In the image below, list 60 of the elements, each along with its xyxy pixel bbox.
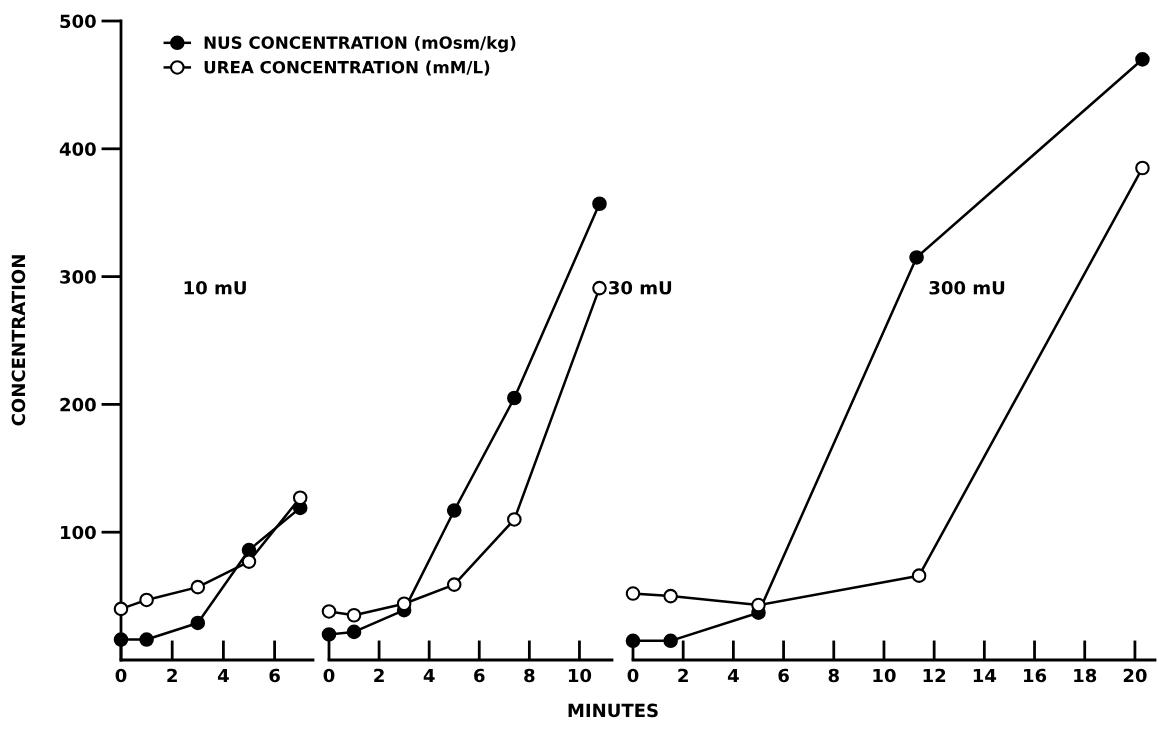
x-tick-label: 6 — [778, 668, 789, 683]
x-tick-label: 8 — [828, 668, 839, 683]
point — [1135, 52, 1150, 67]
x-tick-label: 0 — [115, 668, 127, 683]
point — [346, 607, 362, 623]
x-tick-label: 12 — [923, 668, 946, 683]
x-tick-label: 4 — [217, 668, 229, 683]
annotation: 300 mU — [929, 280, 1005, 295]
point — [113, 632, 129, 647]
legend-label: UREA CONCENTRATION (mM/L) — [204, 60, 490, 76]
point — [446, 577, 462, 592]
annotation: 30 mU — [609, 280, 672, 295]
point — [663, 588, 678, 604]
point — [113, 601, 129, 617]
x-tick-label: 0 — [627, 668, 639, 683]
x-tick-label: 6 — [474, 668, 485, 683]
point — [241, 554, 257, 569]
point — [625, 633, 641, 649]
point — [751, 597, 766, 613]
x-tick-label: 14 — [973, 668, 997, 683]
x-tick-label: 8 — [524, 668, 535, 683]
x-axis-title: MINUTES — [568, 703, 658, 718]
point — [507, 390, 522, 406]
x-tick-label: 18 — [1074, 668, 1097, 683]
point — [346, 624, 362, 640]
y-tick-label: 100 — [61, 525, 96, 540]
point — [909, 250, 924, 265]
x-tick-label: 0 — [323, 668, 335, 683]
y-tick-label: 300 — [60, 270, 96, 284]
x-tick-label: 10 — [568, 668, 592, 683]
x-tick-label: 2 — [678, 668, 688, 683]
x-tick-label: 4 — [423, 668, 435, 683]
point — [292, 490, 308, 505]
point — [507, 512, 522, 527]
point — [190, 579, 206, 595]
x-tick-label: 10 — [873, 668, 896, 683]
x-tick-label: 6 — [269, 668, 280, 683]
point — [321, 604, 337, 619]
x-tick-label: 20 — [1123, 668, 1147, 683]
point — [592, 196, 607, 212]
point — [190, 615, 206, 631]
point — [321, 627, 337, 642]
point — [446, 503, 462, 518]
y-axis-title: CONCENTRATION — [11, 255, 26, 426]
y-tick-label: 400 — [59, 142, 96, 156]
point — [592, 280, 607, 296]
point — [139, 632, 154, 647]
point — [911, 568, 927, 583]
point — [625, 586, 641, 601]
annotation: 10 mU — [184, 280, 246, 295]
legend-label: NUS CONCENTRATION (mOsm/kg) — [204, 36, 516, 53]
x-tick-label: 2 — [167, 668, 177, 683]
point — [1135, 160, 1150, 176]
x-tick-label: 16 — [1024, 668, 1047, 683]
y-tick-label: 500 — [60, 14, 96, 29]
y-tick-label: 200 — [60, 397, 96, 412]
x-tick-label: 4 — [727, 668, 739, 683]
x-tick-label: 2 — [374, 668, 384, 683]
point — [139, 592, 154, 608]
point — [663, 633, 678, 649]
